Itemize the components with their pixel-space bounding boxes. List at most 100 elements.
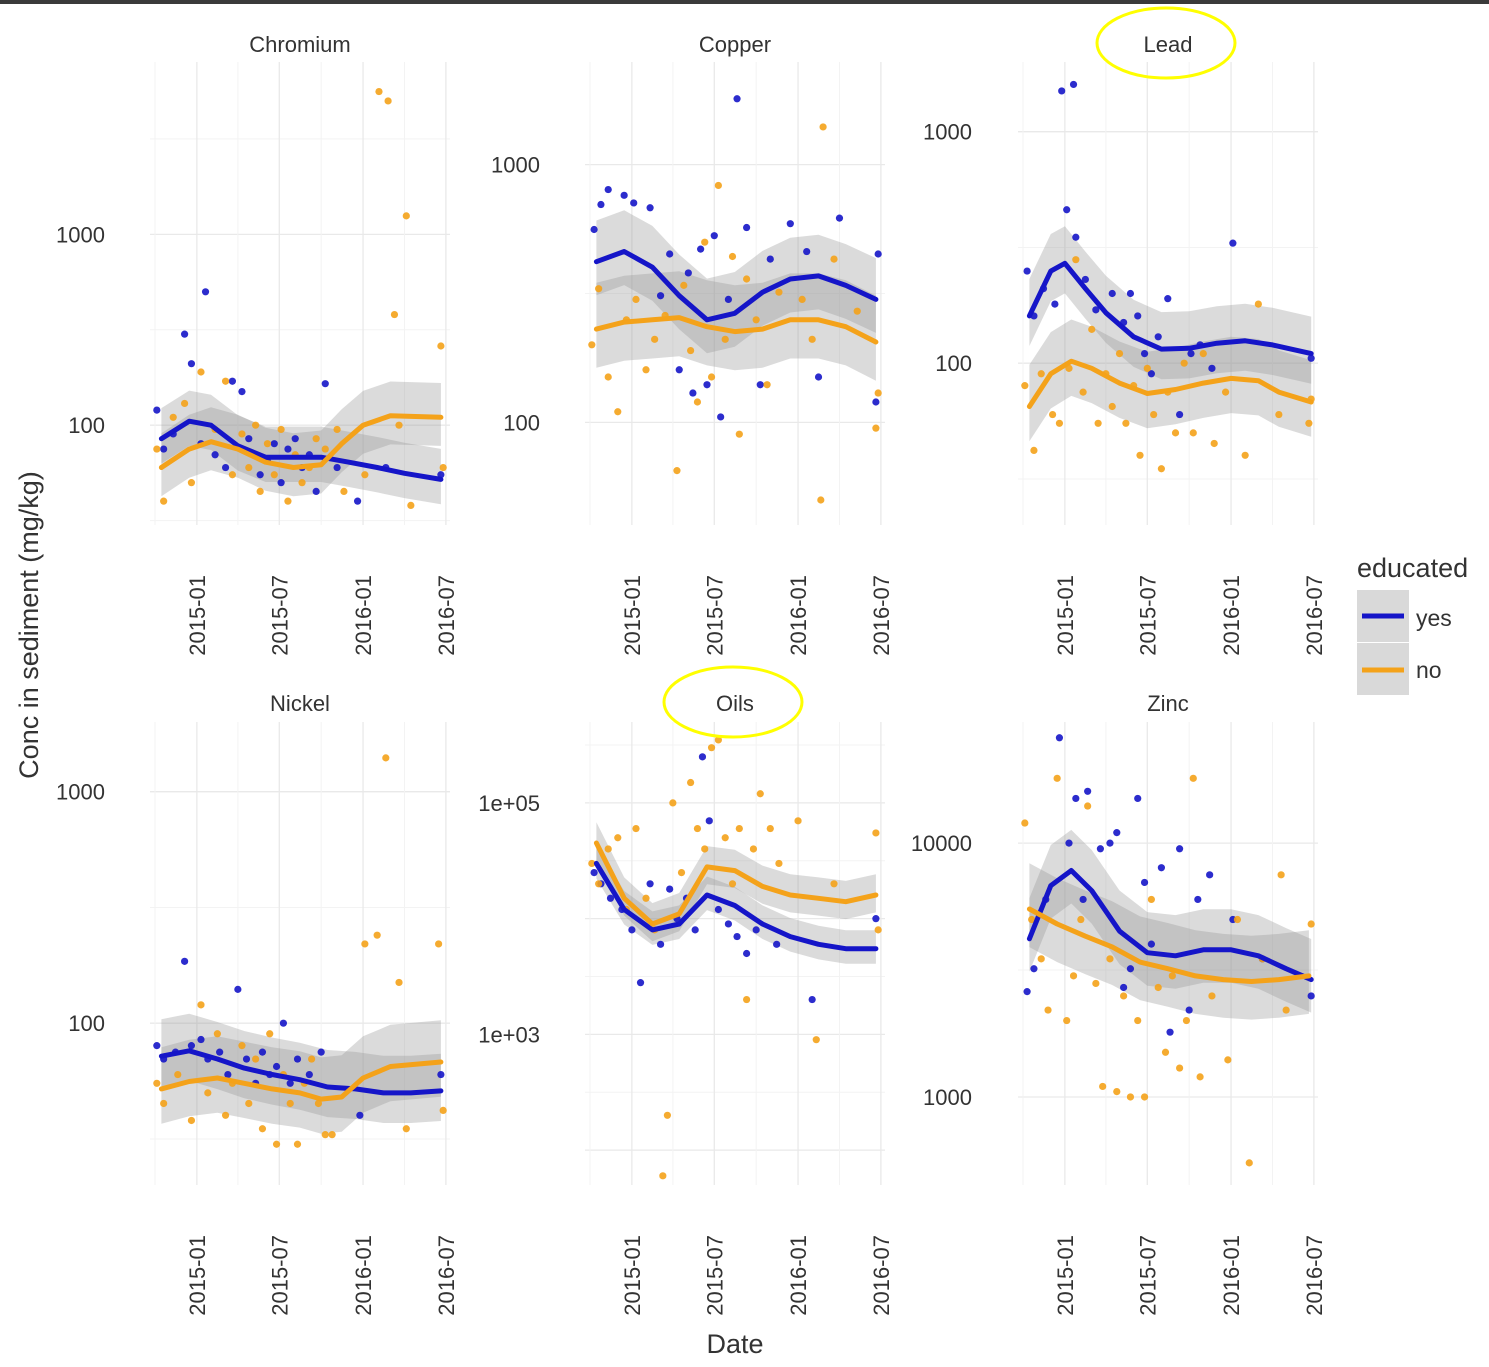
data-point-no: [775, 288, 783, 296]
panel-nickel: 100 1000 2015-01 2015-07 2016-01 2016-07 Nicke…: [56, 691, 459, 1316]
data-point-yes: [153, 406, 161, 414]
data-point-yes: [270, 440, 278, 448]
data-point-yes: [1185, 1006, 1193, 1014]
data-point-no: [270, 471, 278, 479]
data-point-yes: [733, 95, 741, 103]
data-point-no: [375, 87, 383, 96]
data-point-no: [174, 1070, 182, 1079]
data-point-yes: [221, 463, 230, 472]
data-point-yes: [691, 926, 699, 934]
data-point-no: [361, 471, 369, 479]
data-point-no: [721, 335, 729, 343]
data-point-yes: [258, 1048, 267, 1056]
data-point-no: [1224, 1056, 1232, 1064]
data-point-yes: [1187, 350, 1195, 358]
panel-oils: 1e+03 1e+05 2015-01 2015-07 2016-01 2016-07 Oi…: [478, 665, 894, 1316]
data-point-no: [659, 1172, 667, 1180]
data-point-no: [707, 373, 716, 381]
smooth-line-no: [1026, 906, 1312, 984]
data-point-no: [714, 181, 722, 190]
data-point-no: [437, 342, 445, 350]
data-point-yes: [630, 199, 638, 207]
y-tick-label: 1000: [923, 1085, 972, 1110]
data-point-yes: [234, 985, 242, 993]
x-tick-label: 2015-01: [620, 1235, 645, 1316]
data-point-no: [284, 497, 292, 505]
data-point-yes: [180, 957, 189, 965]
data-point-yes: [743, 223, 751, 232]
data-point-no: [830, 255, 838, 263]
panel-chromium: 100 1000 2015-01 2015-07 2016-01 2016-07 Chrom…: [56, 32, 459, 656]
data-point-yes: [1069, 80, 1078, 89]
data-point-no: [1099, 1082, 1107, 1091]
data-point-no: [221, 1111, 230, 1119]
data-point-yes: [1058, 87, 1066, 95]
data-point-yes: [1307, 354, 1315, 362]
data-point-no: [373, 931, 381, 939]
data-point-no: [749, 845, 758, 853]
data-point-no: [632, 295, 640, 303]
data-point-yes: [675, 366, 683, 374]
data-point-yes: [1055, 734, 1064, 742]
x-tick-label: 2016-07: [869, 1235, 894, 1316]
confidence-band-no: [161, 1020, 441, 1134]
data-point-no: [1182, 1016, 1191, 1025]
x-tick-label: 2015-01: [185, 575, 210, 656]
data-point-yes: [353, 497, 362, 505]
y-tick-label: 1000: [923, 120, 972, 145]
data-point-yes: [1030, 965, 1038, 973]
data-point-yes: [187, 1042, 196, 1050]
data-point-no: [766, 824, 774, 833]
legend-title: educated: [1357, 553, 1468, 583]
data-point-yes: [756, 381, 764, 389]
data-point-no: [853, 307, 861, 315]
data-point-yes: [1072, 794, 1080, 803]
confidence-band-yes: [1029, 226, 1312, 384]
data-point-no: [252, 421, 260, 429]
confidence-band-yes: [1029, 829, 1312, 1013]
data-point-no: [1037, 955, 1045, 963]
confidence-band-no: [596, 822, 876, 942]
data-point-no: [701, 238, 709, 246]
data-point-no: [687, 346, 695, 355]
data-point-no: [1221, 388, 1230, 396]
data-point-yes: [710, 232, 718, 240]
data-point-no: [1307, 920, 1315, 928]
data-point-no: [238, 1042, 246, 1050]
data-point-no: [1120, 992, 1128, 1000]
data-point-no: [677, 868, 686, 877]
data-point-no: [728, 880, 737, 888]
data-point-no: [874, 389, 882, 397]
x-tick-label: 2016-01: [1219, 1235, 1244, 1316]
legend-label-yes: yes: [1416, 605, 1452, 631]
data-point-yes: [437, 1070, 445, 1079]
x-tick-label: 2016-07: [434, 575, 459, 656]
data-point-no: [402, 212, 410, 220]
data-point-yes: [437, 471, 445, 479]
data-point-yes: [153, 1042, 161, 1050]
data-point-no: [735, 824, 743, 833]
panel-title: Zinc: [1147, 691, 1189, 716]
data-point-yes: [1023, 267, 1031, 275]
data-point-yes: [279, 1019, 287, 1027]
confidence-band-no: [1029, 863, 1309, 1020]
data-point-yes: [1194, 895, 1202, 904]
data-point-no: [228, 471, 236, 479]
data-point-no: [680, 281, 688, 289]
data-point-yes: [656, 292, 665, 300]
data-point-yes: [666, 250, 674, 258]
data-point-yes: [766, 255, 774, 263]
data-point-yes: [714, 905, 722, 914]
data-point-yes: [1126, 965, 1135, 973]
data-point-no: [263, 440, 272, 448]
data-point-yes: [597, 200, 605, 209]
data-point-yes: [197, 1035, 205, 1044]
data-point-no: [197, 1001, 205, 1009]
data-point-yes: [872, 915, 880, 923]
x-tick-label: 2015-01: [1053, 575, 1078, 656]
data-point-yes: [1134, 312, 1142, 320]
x-tick-label: 2016-01: [351, 1235, 376, 1316]
data-point-no: [1282, 1006, 1290, 1014]
panel-title: Oils: [716, 691, 754, 716]
